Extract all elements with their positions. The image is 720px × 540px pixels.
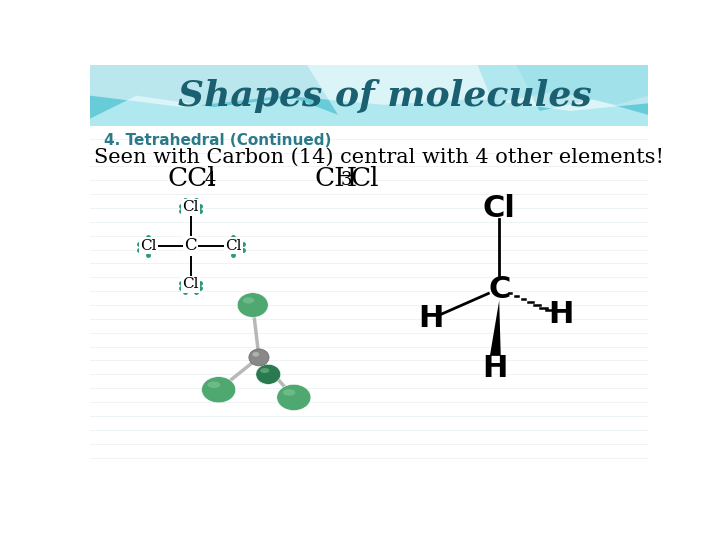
Ellipse shape [283,389,295,396]
Polygon shape [90,65,648,111]
Text: 3: 3 [341,171,352,189]
Polygon shape [90,65,338,119]
Ellipse shape [207,381,220,388]
Ellipse shape [238,293,269,318]
Ellipse shape [253,352,259,356]
Text: Cl: Cl [182,200,199,214]
Text: CH: CH [315,166,358,192]
Ellipse shape [260,368,269,373]
Ellipse shape [243,298,254,303]
Ellipse shape [276,384,311,410]
Text: 4: 4 [204,171,216,189]
Text: Shapes of molecules: Shapes of molecules [178,79,591,113]
Text: Cl: Cl [225,239,242,253]
Ellipse shape [249,349,269,366]
Bar [90,126,648,481]
Text: H: H [549,300,574,329]
Text: CCl: CCl [168,166,216,192]
Polygon shape [516,65,648,115]
Polygon shape [490,300,500,356]
Polygon shape [477,65,648,105]
Ellipse shape [256,364,281,384]
Text: H: H [482,354,508,383]
Text: C: C [184,237,197,254]
Text: 4. Tetrahedral (Continued): 4. Tetrahedral (Continued) [104,132,331,147]
Text: Cl: Cl [483,194,516,224]
Text: H: H [418,305,444,333]
Bar [90,65,648,126]
Text: Seen with Carbon (14) central with 4 other elements!: Seen with Carbon (14) central with 4 oth… [94,148,664,167]
Ellipse shape [202,377,235,403]
Text: Cl: Cl [182,277,199,291]
Text: Cl: Cl [351,166,379,192]
Text: Cl: Cl [140,239,156,253]
Text: C: C [488,275,510,304]
